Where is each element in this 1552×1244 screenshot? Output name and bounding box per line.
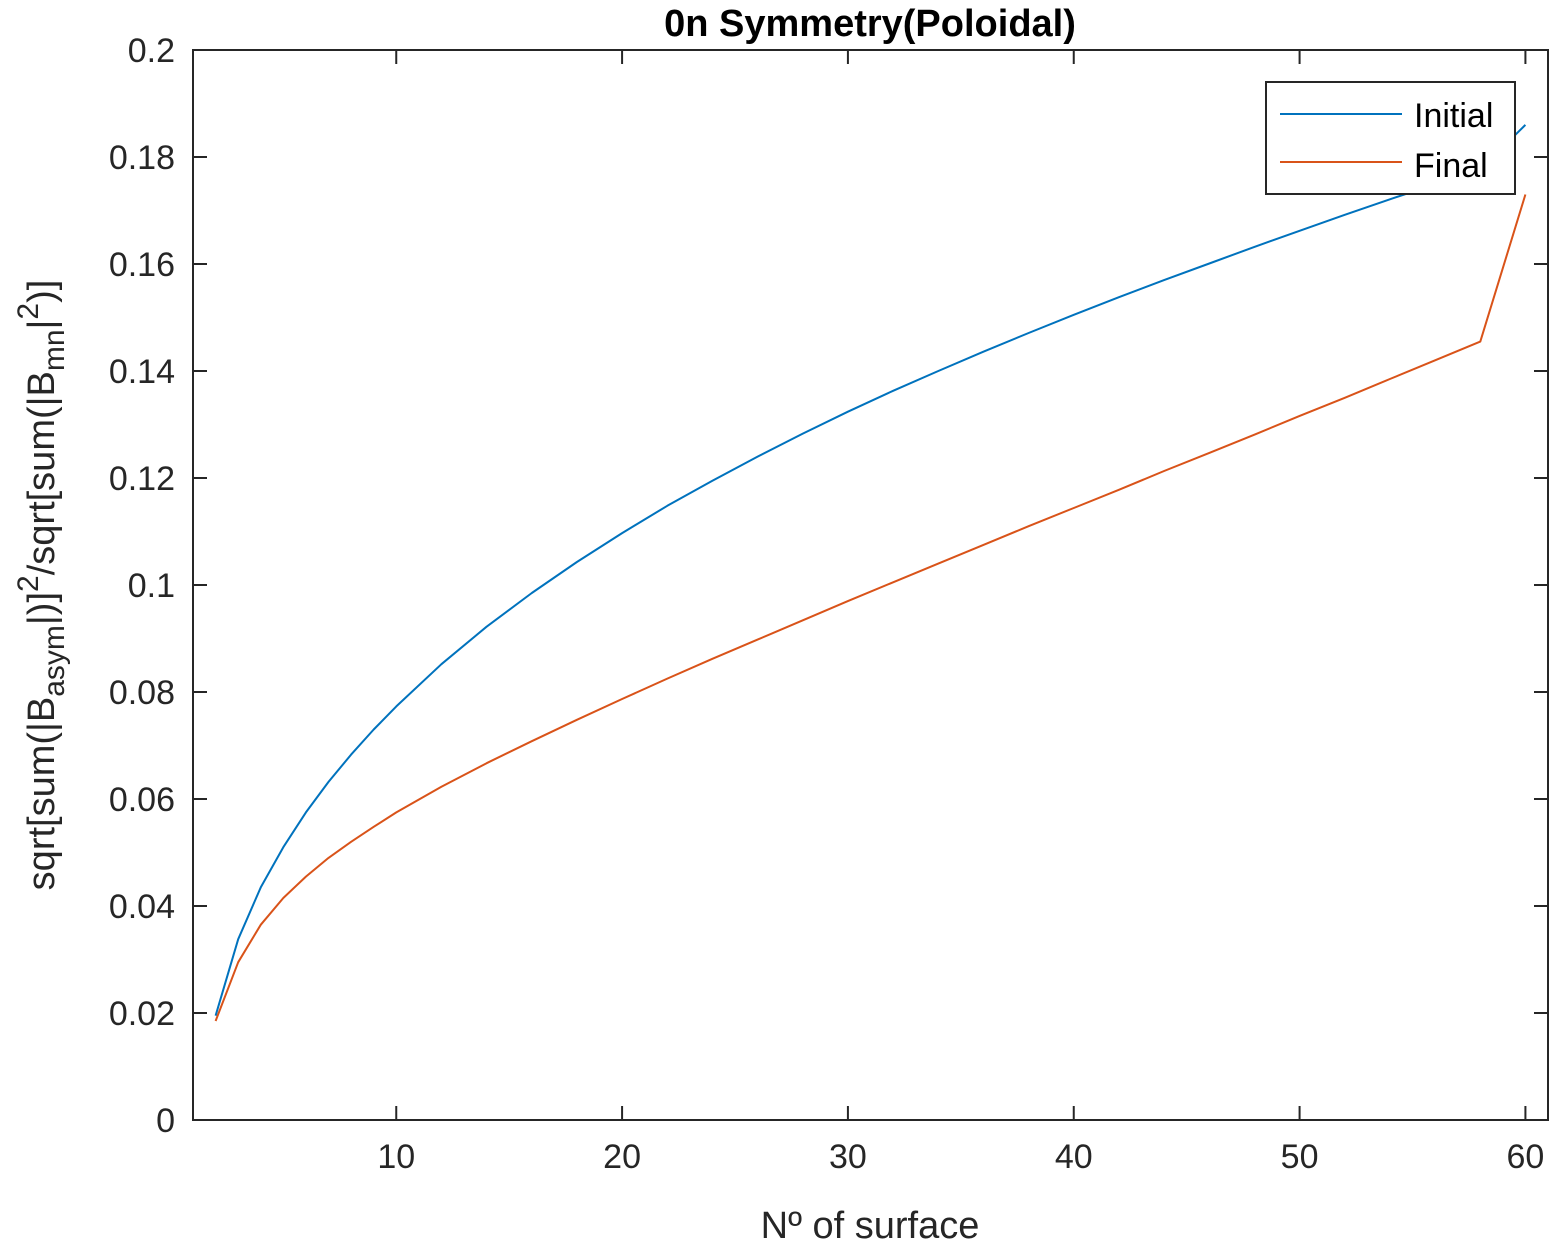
legend-box: [1265, 81, 1516, 195]
x-tick-labels: 10 20 30 40 50 60: [377, 1138, 1544, 1176]
y-label-superscript: 2: [12, 303, 45, 320]
series-layer: [214, 124, 1527, 1022]
y-tick-label: 0.06: [109, 781, 175, 819]
y-tick-label: 0.12: [109, 460, 175, 498]
x-axis-label: Nº of surface: [761, 1205, 980, 1244]
x-tick-label: 20: [603, 1138, 641, 1176]
y-label-subscript: asym: [38, 625, 71, 697]
x-tick-label: 10: [377, 1138, 415, 1176]
y-tick-label: 0.16: [109, 246, 175, 284]
y-label-part: )]: [21, 280, 63, 303]
y-axis-label: sqrt[sum(|Basym|)]2/sqrt[sum(|Bmn|2)]: [12, 280, 71, 891]
plot-background: [193, 50, 1548, 1120]
plot-area: [193, 50, 1548, 1120]
series-line-final: [214, 194, 1527, 1022]
x-tick-label: 40: [1055, 1138, 1093, 1176]
y-label-subscript: mn: [38, 329, 71, 371]
y-label-part: |)]: [21, 592, 63, 625]
y-tick-label: 0.08: [109, 674, 175, 712]
tick-marks: [193, 49, 1548, 1121]
y-tick-label: 0.02: [109, 995, 175, 1033]
y-label-superscript: 2: [12, 575, 45, 592]
legend: Initial Final: [1265, 81, 1516, 195]
y-tick-labels: 0 0.02 0.04 0.06 0.08 0.1 0.12 0.14 0.16 0.18 0.2: [109, 32, 175, 1140]
x-tick-label: 60: [1507, 1138, 1545, 1176]
legend-label-initial: Initial: [1414, 97, 1493, 135]
y-tick-label: 0.2: [128, 32, 175, 70]
y-tick-label: 0.04: [109, 888, 175, 926]
y-tick-label: 0.18: [109, 139, 175, 177]
y-label-part: sqrt[sum(|B: [21, 697, 63, 891]
y-label-part: /sqrt[sum(|B: [21, 371, 63, 575]
y-label-part: |: [21, 320, 63, 330]
legend-label-final: Final: [1414, 147, 1488, 185]
x-tick-label: 30: [829, 1138, 867, 1176]
y-tick-label: 0: [156, 1102, 175, 1140]
x-tick-label: 50: [1281, 1138, 1319, 1176]
y-tick-label: 0.1: [128, 567, 175, 605]
y-tick-label: 0.14: [109, 353, 175, 391]
series-line-initial: [214, 124, 1527, 1016]
chart-title: 0n Symmetry(Poloidal): [664, 3, 1076, 45]
